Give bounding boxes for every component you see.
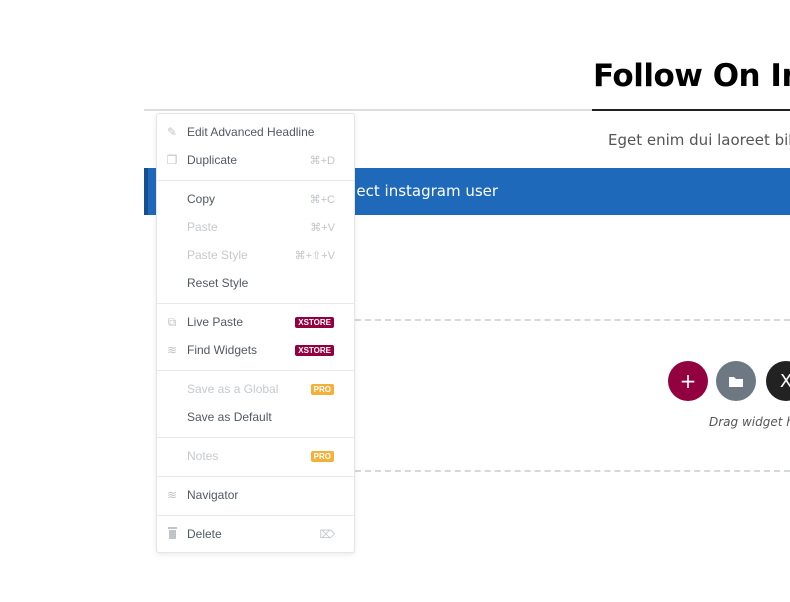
- pencil-icon: ✎: [166, 125, 178, 139]
- heading-title: Follow On In: [593, 58, 790, 94]
- add-section-button[interactable]: +: [668, 361, 708, 401]
- menu-item-edit[interactable]: ✎ Edit Advanced Headline: [157, 118, 354, 146]
- shortcut: ⌘+C: [309, 193, 335, 206]
- divider: [144, 109, 592, 111]
- menu-item-find-widgets[interactable]: ≋ Find Widgets XSTORE: [157, 336, 354, 364]
- menu-item-live-paste[interactable]: ⧉ Live Paste XSTORE: [157, 308, 354, 336]
- menu-item-paste: Paste ⌘+V: [157, 213, 354, 241]
- xstore-button[interactable]: X: [766, 361, 790, 401]
- menu-item-notes: Notes PRO: [157, 442, 354, 470]
- menu-item-save-global: Save as a Global PRO: [157, 375, 354, 403]
- menu-item-duplicate[interactable]: ❐ Duplicate ⌘+D: [157, 146, 354, 174]
- copy-icon: ⧉: [167, 314, 177, 329]
- add-template-button[interactable]: [716, 361, 756, 401]
- menu-label: Save as Default: [187, 410, 272, 424]
- menu-label: Delete: [187, 527, 222, 541]
- instagram-notice-text: elect instagram user: [343, 182, 499, 200]
- separator: [157, 370, 354, 371]
- menu-item-delete[interactable]: Delete ⌦: [157, 520, 354, 548]
- layers-icon: ≋: [166, 488, 178, 502]
- menu-label: Copy: [187, 192, 216, 206]
- menu-item-navigator[interactable]: ≋ Navigator: [157, 481, 354, 509]
- x-logo-icon: X: [779, 370, 790, 392]
- drag-widget-hint: Drag widget h: [709, 415, 790, 429]
- layers-icon: ≋: [166, 343, 178, 357]
- pro-badge: PRO: [310, 383, 334, 395]
- plus-icon: +: [679, 369, 697, 393]
- menu-item-paste-style: Paste Style ⌘+⇧+V: [157, 241, 354, 269]
- subtitle-text: Eget enim dui laoreet bib: [608, 131, 790, 149]
- menu-label: Live Paste: [187, 315, 244, 329]
- separator: [157, 515, 354, 516]
- menu-label: Paste: [187, 220, 218, 234]
- separator: [157, 180, 354, 181]
- shortcut: ⌘+D: [309, 154, 335, 167]
- separator: [157, 303, 354, 304]
- menu-label: Notes: [187, 449, 219, 463]
- menu-label: Reset Style: [187, 276, 249, 290]
- menu-item-copy[interactable]: Copy ⌘+C: [157, 185, 354, 213]
- xstore-badge: XSTORE: [295, 316, 334, 328]
- menu-label: Paste Style: [187, 248, 248, 262]
- context-menu: ✎ Edit Advanced Headline ❐ Duplicate ⌘+D Co…: [156, 113, 355, 553]
- menu-label: Edit Advanced Headline: [187, 125, 315, 139]
- duplicate-icon: ❐: [166, 153, 178, 167]
- menu-item-reset-style[interactable]: Reset Style: [157, 269, 354, 297]
- folder-icon: [729, 376, 743, 387]
- menu-label: Find Widgets: [187, 343, 258, 357]
- trash-icon: [157, 526, 187, 542]
- shortcut: ⌘+V: [310, 221, 335, 234]
- separator: [157, 437, 354, 438]
- delete-key-icon: ⌦: [319, 528, 335, 541]
- menu-item-save-default[interactable]: Save as Default: [157, 403, 354, 431]
- drop-area-top-border: [355, 319, 790, 321]
- menu-label: Save as a Global: [187, 382, 279, 396]
- shortcut: ⌘+⇧+V: [294, 249, 335, 262]
- separator: [157, 476, 354, 477]
- pro-badge: PRO: [310, 450, 334, 462]
- menu-label: Navigator: [187, 488, 239, 502]
- heading-underline: [592, 109, 790, 111]
- xstore-badge: XSTORE: [295, 344, 334, 356]
- drop-area-bottom-border: [355, 470, 790, 472]
- menu-label: Duplicate: [187, 153, 238, 167]
